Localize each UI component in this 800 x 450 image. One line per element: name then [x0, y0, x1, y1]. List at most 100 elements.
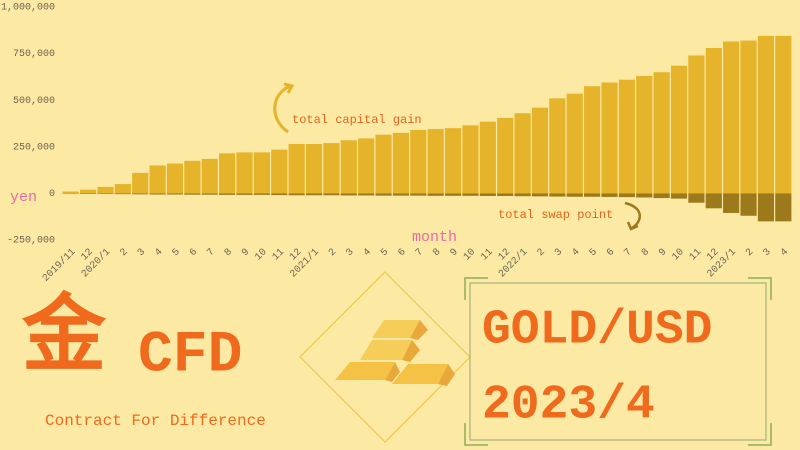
bar: [705, 193, 722, 209]
bar: [618, 79, 635, 194]
bar: [514, 113, 531, 194]
swap-arrow: [624, 201, 641, 231]
box-corners: [464, 277, 772, 446]
bar: [62, 191, 79, 194]
kanji: 金: [22, 285, 107, 383]
bar: [236, 152, 253, 194]
bar: [549, 98, 566, 194]
bar: [497, 117, 514, 194]
bar: [427, 193, 444, 196]
y-tick-label: 500,000: [13, 96, 55, 107]
x-axis-label: month: [412, 229, 457, 246]
swap-annotation: total swap point: [498, 208, 613, 222]
bar: [219, 193, 236, 195]
bar: [305, 193, 323, 196]
bar: [653, 193, 670, 199]
bar: [670, 65, 688, 194]
bar: [340, 140, 357, 194]
product-date: 2023/4: [482, 379, 655, 433]
bar: [166, 163, 184, 194]
bar: [132, 193, 149, 195]
diamond: [299, 271, 471, 443]
bar: [201, 193, 218, 195]
bar: [97, 193, 114, 194]
bar: [740, 193, 757, 216]
y-tick-label: 1,000,000: [1, 3, 55, 14]
bar: [149, 165, 166, 194]
bar: [288, 144, 305, 194]
gain-arrow: [273, 82, 295, 134]
bar: [427, 129, 444, 194]
bar: [253, 193, 270, 195]
y-tick-label: -250,000: [7, 236, 55, 247]
bar: [444, 128, 462, 194]
product-box: [469, 282, 767, 441]
bar: [497, 193, 514, 197]
y-tick-label: 0: [49, 189, 55, 200]
bar: [236, 193, 253, 195]
bar: [584, 193, 601, 197]
bar: [392, 132, 410, 194]
bar: [97, 186, 114, 194]
bar: [340, 193, 357, 196]
bar: [358, 193, 375, 196]
product-pair: GOLD/USD: [482, 304, 712, 358]
bar: [375, 193, 392, 196]
bar: [566, 193, 583, 197]
bar: [392, 193, 410, 196]
bar: [323, 143, 340, 194]
bar: [601, 82, 618, 194]
bar: [479, 121, 496, 194]
bar: [184, 160, 201, 194]
y-axis-label: yen: [10, 189, 37, 206]
bar: [305, 144, 323, 194]
bar: [271, 193, 288, 196]
bar: [705, 48, 722, 194]
banner: 金 CFD Contract For Difference GOLD/USD 2…: [22, 271, 772, 446]
bar: [775, 193, 792, 222]
bar: [219, 153, 236, 194]
bar: [462, 193, 479, 196]
bar: [549, 193, 566, 197]
bar: [688, 193, 705, 203]
bar: [375, 134, 392, 194]
bar: [114, 184, 131, 194]
brand-name: CFD: [138, 323, 242, 388]
bar: [132, 172, 149, 194]
brand-subtitle: Contract For Difference: [45, 412, 266, 430]
bar: [757, 193, 775, 222]
bar: [444, 193, 462, 196]
bar: [184, 193, 201, 195]
bar: [514, 193, 531, 197]
bar: [688, 55, 705, 194]
bar: [740, 40, 757, 194]
bar: [618, 193, 635, 198]
bar: [288, 193, 305, 196]
bar: [723, 193, 740, 213]
bar: [584, 86, 601, 194]
bar: [149, 193, 166, 195]
gold-bars-icon: [335, 320, 455, 386]
bar: [757, 35, 775, 194]
gain-annotation: total capital gain: [292, 113, 422, 127]
bar: [358, 138, 375, 194]
bar: [79, 193, 97, 194]
bar: [166, 193, 184, 195]
bar: [601, 193, 618, 197]
bar: [531, 193, 549, 197]
bar: [636, 75, 653, 194]
y-tick-label: 250,000: [13, 142, 55, 153]
bar: [201, 158, 218, 194]
y-tick-label: 750,000: [13, 49, 55, 60]
bar: [653, 72, 670, 194]
bar: [79, 189, 97, 194]
bar: [531, 107, 549, 194]
bar: [323, 193, 340, 196]
bar: [114, 193, 131, 195]
bar: [723, 41, 740, 194]
bar: [462, 125, 479, 194]
bar: [410, 193, 427, 196]
bar: [479, 193, 496, 197]
bar: [566, 93, 583, 194]
